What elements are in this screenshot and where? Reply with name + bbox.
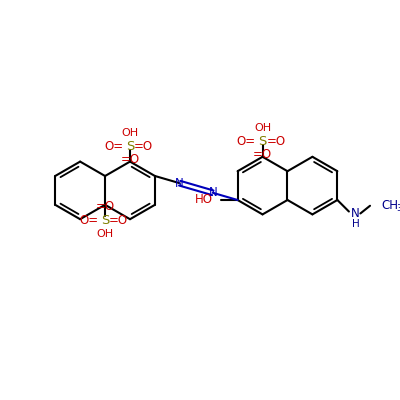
Text: H: H (352, 219, 360, 229)
Text: =O: =O (266, 135, 286, 148)
Text: 3: 3 (396, 204, 400, 213)
Text: =O: =O (253, 148, 272, 161)
Text: N: N (175, 177, 184, 190)
Text: CH: CH (382, 199, 398, 212)
Text: =O: =O (109, 214, 128, 227)
Text: OH: OH (122, 128, 138, 138)
Text: S: S (258, 135, 267, 148)
Text: =O: =O (96, 200, 115, 213)
Text: =O: =O (120, 153, 140, 166)
Text: S: S (101, 214, 109, 227)
Text: S: S (126, 140, 134, 153)
Text: O=: O= (79, 214, 98, 227)
Text: O=: O= (104, 140, 123, 153)
Text: OH: OH (254, 123, 271, 133)
Text: OH: OH (96, 229, 114, 239)
Text: N: N (208, 186, 217, 199)
Text: N: N (351, 207, 360, 220)
Text: HO: HO (195, 194, 213, 206)
Text: O=: O= (237, 135, 256, 148)
Text: =O: =O (134, 140, 153, 153)
